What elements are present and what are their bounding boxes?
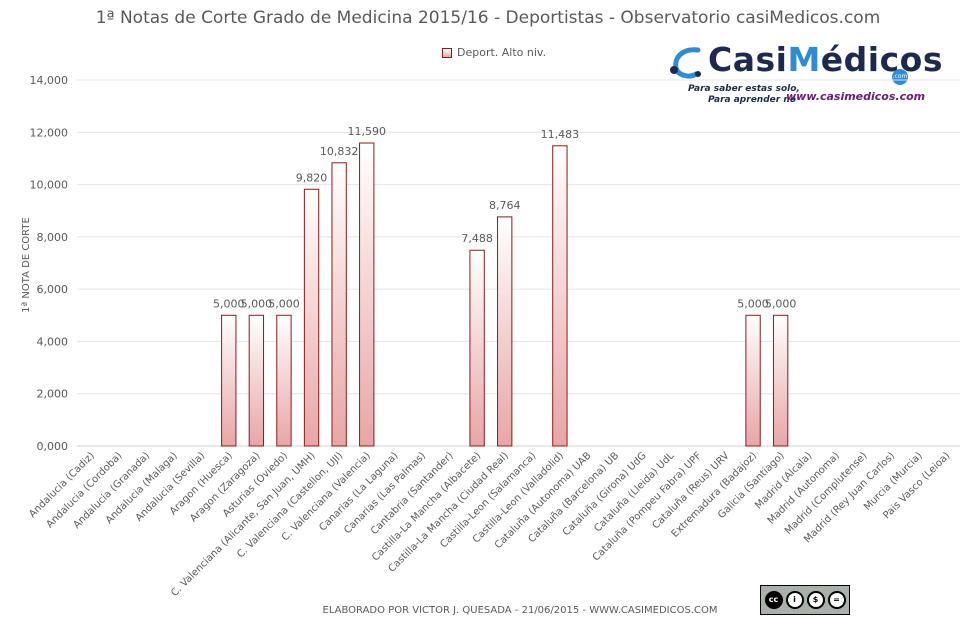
legend: Deport. Alto niv. bbox=[442, 46, 546, 59]
bar bbox=[276, 314, 292, 447]
nd-icon: = bbox=[827, 591, 846, 609]
footer-credit: ELABORADO POR VICTOR J. QUESADA - 21/06/… bbox=[322, 605, 718, 616]
logo-tagline-1: Para saber estas solo, bbox=[688, 84, 800, 94]
bar bbox=[497, 216, 513, 447]
gridlines bbox=[77, 79, 960, 447]
y-tick-label: 4,000 bbox=[37, 335, 69, 348]
data-label: 5,000 bbox=[241, 297, 273, 310]
logo-m-icon: M bbox=[787, 40, 821, 79]
bar bbox=[303, 188, 320, 447]
nc-icon: $ bbox=[806, 591, 825, 609]
bar bbox=[745, 314, 761, 447]
y-tick-label: 10,000 bbox=[30, 179, 69, 192]
data-label: 5,000 bbox=[268, 297, 300, 310]
bars bbox=[221, 142, 789, 447]
y-tick-label: 0,000 bbox=[37, 440, 69, 453]
data-labels: 5,0005,0005,0009,82010,83211,5907,4888,7… bbox=[213, 125, 796, 310]
legend-label: Deport. Alto niv. bbox=[457, 46, 547, 59]
casimedicos-logo: CasiMédicos .com Para saber estas solo, … bbox=[668, 40, 942, 110]
cc-icon: cc bbox=[764, 591, 783, 609]
data-label: 11,483 bbox=[541, 128, 580, 141]
data-label: 11,590 bbox=[347, 125, 386, 138]
logo-name-left: Casi bbox=[708, 40, 788, 79]
bar bbox=[248, 314, 265, 447]
y-tick-label: 8,000 bbox=[37, 231, 69, 244]
bar bbox=[772, 314, 789, 447]
by-icon: i bbox=[785, 591, 804, 609]
logo-wordmark: CasiMédicos bbox=[708, 40, 943, 79]
legend-swatch bbox=[442, 47, 452, 58]
logo-tagline-2: Para aprender no bbox=[708, 95, 796, 105]
chart-title: 1ª Notas de Corte Grado de Medicina 2015… bbox=[95, 8, 881, 28]
y-axis-ticks: 0,000 2,000 4,000 6,000 8,000 10,000 12,000 14,… bbox=[30, 74, 69, 453]
logo-url: www.casimedicos.com bbox=[786, 90, 926, 103]
license-badge: cc i $ = bbox=[760, 585, 850, 615]
data-label: 7,488 bbox=[461, 232, 493, 245]
bar bbox=[469, 249, 485, 447]
logo-name-right: édicos bbox=[820, 40, 943, 79]
y-tick-label: 6,000 bbox=[37, 283, 69, 296]
y-axis-label: 1ª NOTA DE CORTE bbox=[21, 217, 32, 313]
x-axis-ticks: Andalucia (Cadiz)Andalucia (Cordoba)Anda… bbox=[27, 450, 952, 599]
bar bbox=[359, 142, 375, 447]
y-tick-label: 12,000 bbox=[30, 126, 69, 139]
y-tick-label: 2,000 bbox=[37, 388, 69, 401]
data-label: 5,000 bbox=[765, 297, 797, 310]
logo-com-badge: .com bbox=[892, 69, 908, 85]
bar bbox=[221, 314, 237, 447]
data-label: 8,764 bbox=[489, 199, 521, 212]
bar bbox=[552, 145, 568, 447]
data-label: 10,832 bbox=[320, 145, 359, 158]
y-tick-label: 14,000 bbox=[30, 74, 69, 87]
data-label: 5,000 bbox=[737, 297, 769, 310]
data-label: 9,820 bbox=[296, 171, 328, 184]
data-label: 5,000 bbox=[213, 297, 245, 310]
bar bbox=[331, 162, 347, 447]
stethoscope-icon bbox=[670, 47, 701, 79]
